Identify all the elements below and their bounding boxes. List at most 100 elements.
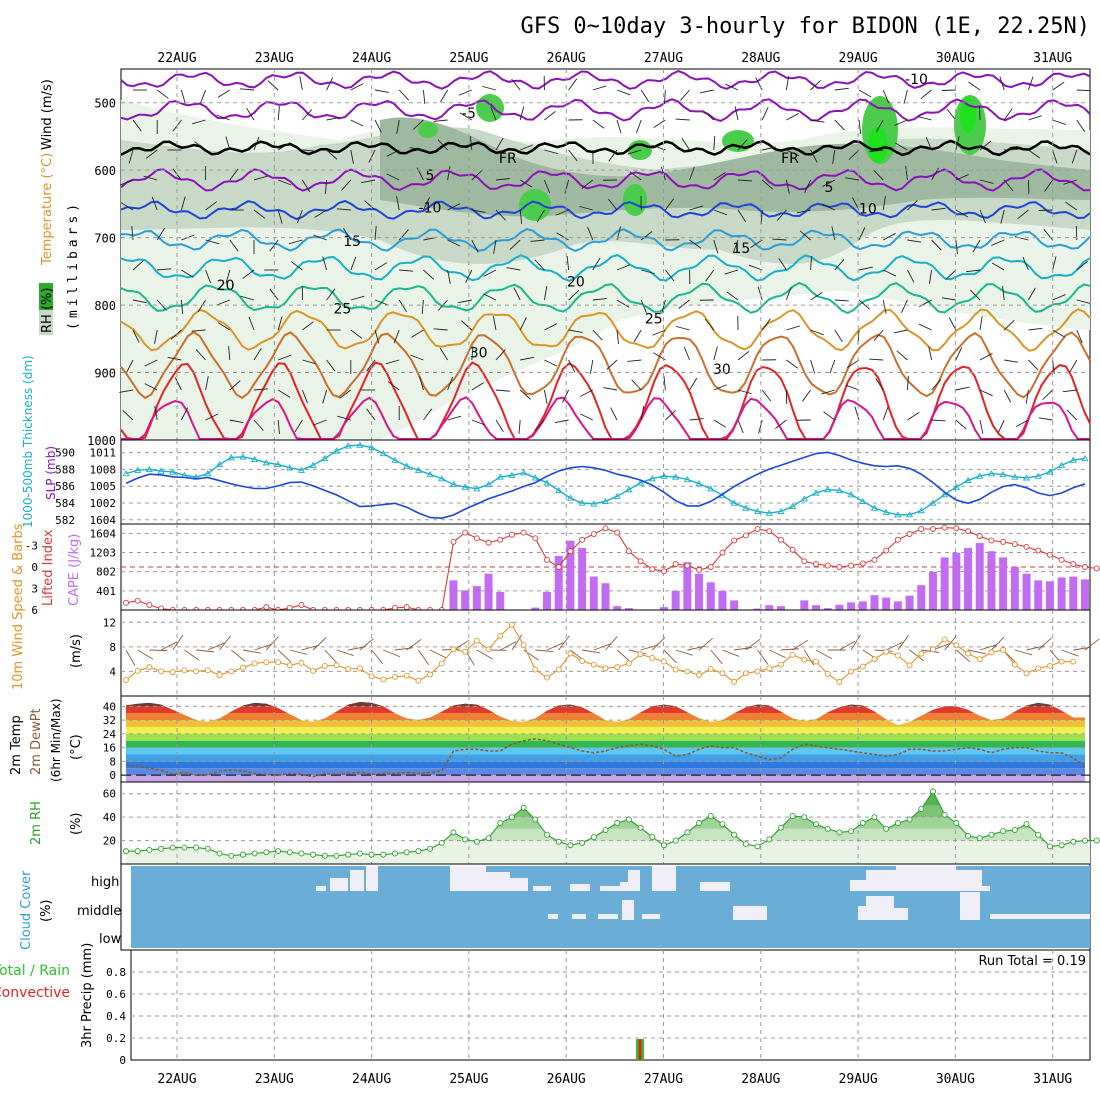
- thickness-marker: [520, 469, 528, 476]
- thickness-marker: [964, 476, 972, 483]
- isotherm-label: 15: [732, 241, 750, 257]
- isotherm-line: [120, 139, 1091, 157]
- upper-wind-barb: [350, 329, 363, 339]
- upper-wind-barb: [941, 297, 956, 301]
- upper-wind-barb: [534, 259, 545, 271]
- upper-wind-barb: [495, 209, 506, 221]
- upper-wind-barb: [633, 329, 642, 343]
- rh2m-marker: [965, 832, 971, 839]
- thickness-marker: [274, 460, 282, 468]
- upper-wind-barb: [616, 264, 631, 271]
- upper-wind-barb: [154, 329, 158, 344]
- temp-tick-label: 24: [103, 728, 117, 741]
- bottom-date-labels: 22AUG 23AUG 24AUG 25AUG 26AUG 27AUG 28AUG 29AUG…: [157, 1072, 1072, 1087]
- lifted-index-marker: [883, 547, 890, 554]
- upper-wind-barb: [534, 419, 545, 431]
- rh2m-marker: [976, 835, 983, 842]
- upper-wind-barb: [181, 269, 194, 278]
- wind10m-marker: [965, 650, 971, 657]
- pressure-tick-label: 700: [94, 232, 116, 246]
- wind10m-marker: [333, 662, 340, 669]
- ylabel-cape: CAPE (J/kg): [67, 534, 82, 606]
- upper-wind-barb: [302, 359, 316, 365]
- thickness-marker: [1058, 461, 1066, 468]
- upper-wind-barb: [339, 389, 352, 399]
- upper-wind-barb: [592, 257, 601, 271]
- upper-wind-barb: [966, 269, 981, 273]
- upper-wind-barb: [322, 256, 328, 271]
- lifted-index-marker: [1011, 541, 1018, 548]
- upper-wind-barb: [776, 209, 787, 221]
- thickness-marker: [660, 472, 668, 479]
- wind10m-marker: [321, 662, 328, 669]
- upper-wind-barb: [761, 107, 769, 121]
- upper-wind-barb: [991, 262, 1005, 271]
- upper-wind-barb: [143, 175, 158, 181]
- slp-tick-label: 1005: [90, 480, 117, 493]
- wind10m-marker: [193, 668, 200, 675]
- lifted-index-marker: [824, 562, 831, 569]
- wind10m-marker: [134, 667, 141, 674]
- isotherm-label: FR: [499, 151, 517, 167]
- upper-wind-barb: [627, 149, 642, 155]
- wind10m-barb: [149, 649, 168, 652]
- lifted-index-marker: [976, 533, 983, 540]
- rh2m-marker: [988, 831, 995, 838]
- thickness-marker: [601, 497, 610, 504]
- rh2m-marker: [894, 820, 901, 826]
- upper-wind-barb: [253, 388, 268, 391]
- wind10m-barb: [207, 642, 225, 651]
- wind10m-marker: [953, 642, 960, 648]
- upper-wind-barb: [761, 389, 772, 402]
- thickness-marker: [1046, 468, 1054, 475]
- upper-wind-barb: [1069, 359, 1078, 373]
- rh-series: [123, 788, 1100, 859]
- upper-wind-barb: [374, 329, 380, 344]
- upper-wind-barb: [277, 316, 283, 331]
- upper-wind-barb: [979, 179, 994, 184]
- upper-wind-barb: [145, 149, 158, 159]
- wind10m-barb: [219, 635, 231, 651]
- upper-wind-barb: [979, 140, 992, 151]
- upper-wind-barb: [368, 149, 376, 163]
- rh2m-marker: [754, 843, 761, 850]
- cape-bar: [823, 608, 832, 610]
- cape-bar: [1010, 567, 1019, 610]
- upper-wind-barb: [374, 119, 382, 133]
- wind10m-marker: [930, 646, 936, 653]
- upper-wind-barb: [875, 119, 884, 133]
- upper-air-ylabel: RH (%) Temperature (°C) Wind (m/s) (mill…: [39, 79, 81, 335]
- cloud-block: [620, 882, 628, 891]
- upper-wind-barb: [366, 408, 376, 421]
- rh2m-marker: [1093, 837, 1100, 844]
- thickness-marker: [122, 470, 130, 477]
- cape-bar: [449, 580, 458, 610]
- wind10m-barb: [523, 649, 539, 661]
- temp-tick-label: 0: [109, 769, 116, 782]
- thickness-marker: [882, 508, 890, 515]
- thickness-marker: [1069, 456, 1077, 463]
- upper-wind-barb: [869, 358, 884, 361]
- rh2m-marker: [848, 828, 855, 835]
- wind10m-marker: [672, 666, 679, 673]
- rh2m-marker: [649, 834, 656, 841]
- upper-wind-barb: [906, 376, 909, 391]
- upper-wind-barb: [246, 107, 255, 121]
- upper-wind-barb: [785, 76, 790, 91]
- cloud-block: [894, 908, 908, 920]
- upper-wind-barb: [750, 239, 763, 249]
- upper-wind-barb: [568, 149, 578, 162]
- temp-band: [126, 761, 1085, 769]
- upper-wind-barb: [543, 179, 551, 194]
- rh2m-marker: [1082, 837, 1088, 844]
- upper-wind-barb: [439, 347, 448, 361]
- upper-wind-barb: [905, 166, 908, 181]
- upper-wind-barb: [419, 376, 424, 391]
- upper-wind-barb: [440, 89, 448, 103]
- thickness-marker: [695, 480, 703, 487]
- upper-wind-barb: [683, 346, 691, 361]
- wind10m-marker: [298, 659, 305, 666]
- lifted-index-marker: [544, 556, 550, 563]
- upper-wind-barb: [918, 323, 932, 331]
- upper-wind-barb: [907, 411, 920, 421]
